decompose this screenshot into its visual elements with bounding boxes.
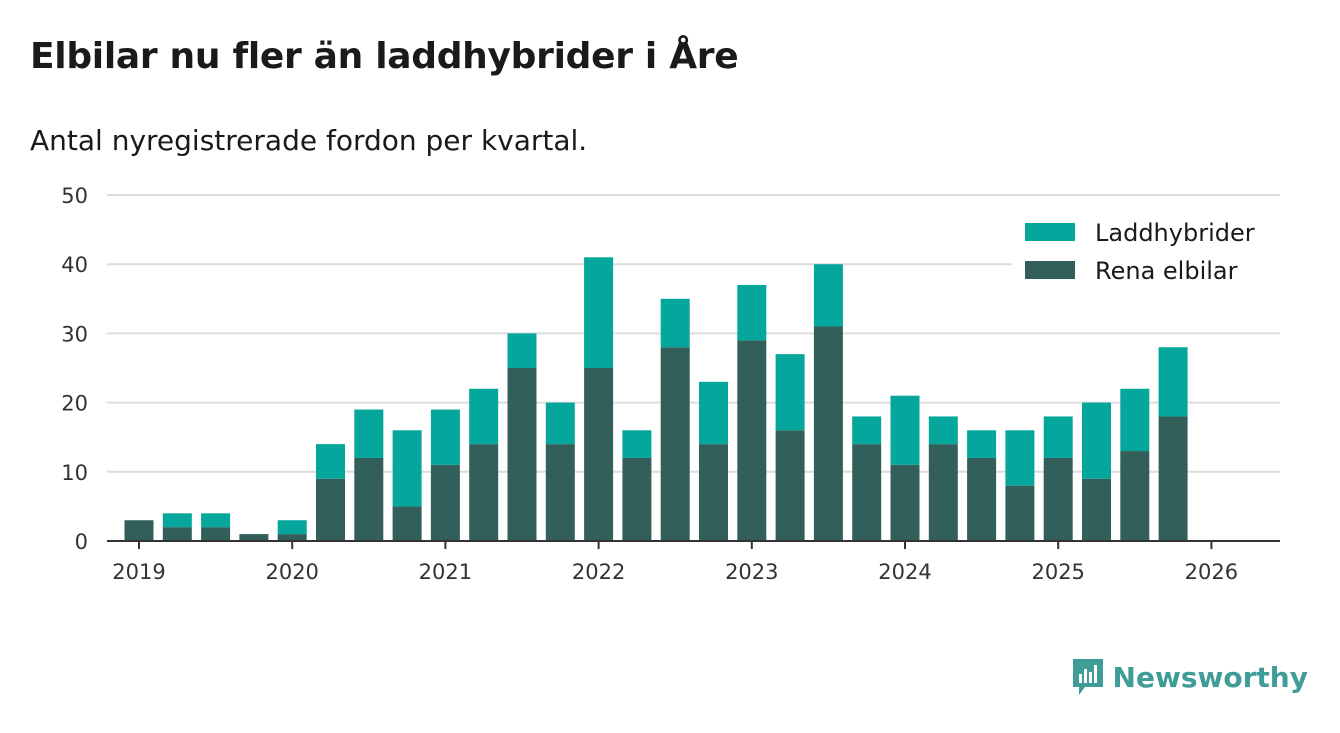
y-tick-label: 20: [61, 392, 88, 416]
bar-laddhybrider: [584, 257, 614, 368]
bar-laddhybrider: [1082, 402, 1111, 479]
bar-rena-elbilar: [813, 326, 843, 541]
legend-label-rena-elbilar: Rena elbilar: [1095, 257, 1238, 285]
y-tick-label: 30: [61, 322, 88, 346]
bar-laddhybrider: [430, 409, 460, 465]
legend-swatch-rena-elbilar: [1025, 261, 1075, 279]
x-tick-label: 2023: [725, 560, 778, 584]
bar-laddhybrider: [392, 430, 422, 507]
bar-rena-elbilar: [1120, 451, 1150, 541]
bar-laddhybrider: [737, 284, 767, 341]
bar-rena-elbilar: [354, 457, 384, 541]
bar-laddhybrider: [852, 416, 882, 445]
bar-laddhybrider: [660, 298, 690, 348]
axis-layer: 0 10 20 30 40 50 2019 2020 2021 2022 2023 2024 2025 2…: [61, 184, 1280, 584]
bar-laddhybrider: [545, 402, 575, 445]
bar-rena-elbilar: [584, 368, 614, 541]
legend: Laddhybrider Rena elbilar: [1012, 214, 1280, 292]
bar-rena-elbilar: [622, 457, 652, 541]
bar-laddhybrider: [507, 333, 537, 368]
bar-laddhybrider: [1043, 416, 1073, 458]
bar-laddhybrider: [967, 430, 997, 458]
bar-laddhybrider: [469, 388, 499, 445]
bar-laddhybrider: [622, 430, 652, 458]
bar-laddhybrider: [928, 416, 958, 445]
bar-rena-elbilar: [239, 534, 269, 541]
bar-rena-elbilar: [928, 444, 958, 541]
bar-rena-elbilar: [775, 430, 805, 541]
bar-rena-elbilar: [1005, 485, 1035, 541]
bar-rena-elbilar: [469, 444, 499, 541]
bar-rena-elbilar: [737, 340, 767, 541]
bar-rena-elbilar: [316, 478, 345, 541]
bar-chart-bubble-icon: [1072, 659, 1103, 695]
bar-rena-elbilar: [852, 444, 882, 541]
bar-rena-elbilar: [201, 527, 231, 541]
x-tick-label: 2022: [572, 560, 625, 584]
brand-name: Newsworthy: [1112, 660, 1308, 694]
x-tick-label: 2026: [1185, 560, 1238, 584]
x-tick-label: 2024: [878, 560, 931, 584]
bar-rena-elbilar: [890, 464, 920, 541]
bar-rena-elbilar: [507, 368, 537, 541]
bar-rena-elbilar: [1158, 416, 1188, 541]
bar-laddhybrider: [354, 409, 384, 458]
y-tick-label: 40: [61, 253, 88, 277]
bar-rena-elbilar: [430, 464, 460, 541]
bar-laddhybrider: [162, 513, 192, 528]
y-tick-label: 0: [75, 530, 88, 554]
bar-laddhybrider: [813, 264, 843, 327]
chart-subtitle: Antal nyregistrerade fordon per kvartal.: [30, 124, 588, 157]
x-tick-label: 2021: [419, 560, 472, 584]
bar-laddhybrider: [1158, 347, 1188, 417]
bar-rena-elbilar: [1082, 478, 1111, 541]
x-tick-label: 2019: [112, 560, 165, 584]
x-tick-label: 2020: [265, 560, 318, 584]
bar-laddhybrider: [699, 381, 728, 445]
x-tick-label: 2025: [1031, 560, 1084, 584]
chart-title: Elbilar nu fler än laddhybrider i Åre: [30, 36, 739, 77]
bar-laddhybrider: [316, 444, 345, 479]
brand-logo: Newsworthy: [1071, 657, 1308, 697]
bar-rena-elbilar: [699, 444, 728, 541]
bar-laddhybrider: [775, 354, 805, 431]
bar-rena-elbilar: [124, 520, 154, 541]
bar-laddhybrider: [201, 513, 231, 528]
y-tick-label: 50: [61, 184, 88, 208]
bar-rena-elbilar: [392, 506, 422, 541]
bar-rena-elbilar: [162, 527, 192, 541]
bar-rena-elbilar: [545, 444, 575, 541]
bar-rena-elbilar: [660, 347, 690, 541]
bar-laddhybrider: [890, 395, 920, 465]
bar-laddhybrider: [277, 520, 307, 535]
bar-laddhybrider: [1120, 388, 1150, 452]
legend-swatch-laddhybrider: [1025, 223, 1075, 241]
y-tick-label: 10: [61, 461, 88, 485]
bar-rena-elbilar: [967, 457, 997, 541]
bar-laddhybrider: [1005, 430, 1035, 486]
bar-rena-elbilar: [277, 534, 307, 541]
bar-rena-elbilar: [1043, 457, 1073, 541]
bars-layer: [124, 257, 1188, 541]
legend-label-laddhybrider: Laddhybrider: [1095, 219, 1255, 247]
